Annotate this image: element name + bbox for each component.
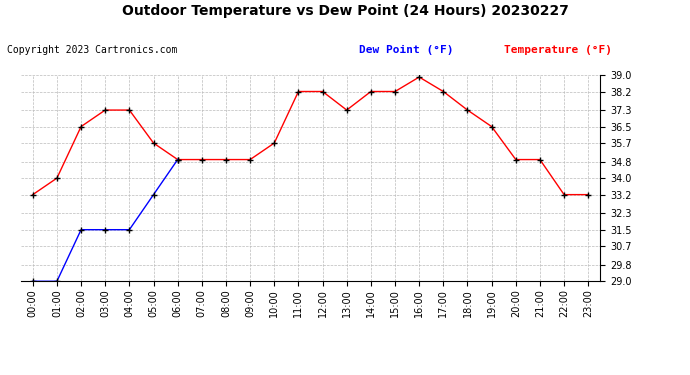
Text: Dew Point (°F): Dew Point (°F) xyxy=(359,45,453,55)
Text: Outdoor Temperature vs Dew Point (24 Hours) 20230227: Outdoor Temperature vs Dew Point (24 Hou… xyxy=(121,4,569,18)
Text: Copyright 2023 Cartronics.com: Copyright 2023 Cartronics.com xyxy=(7,45,177,55)
Text: Temperature (°F): Temperature (°F) xyxy=(504,45,612,55)
